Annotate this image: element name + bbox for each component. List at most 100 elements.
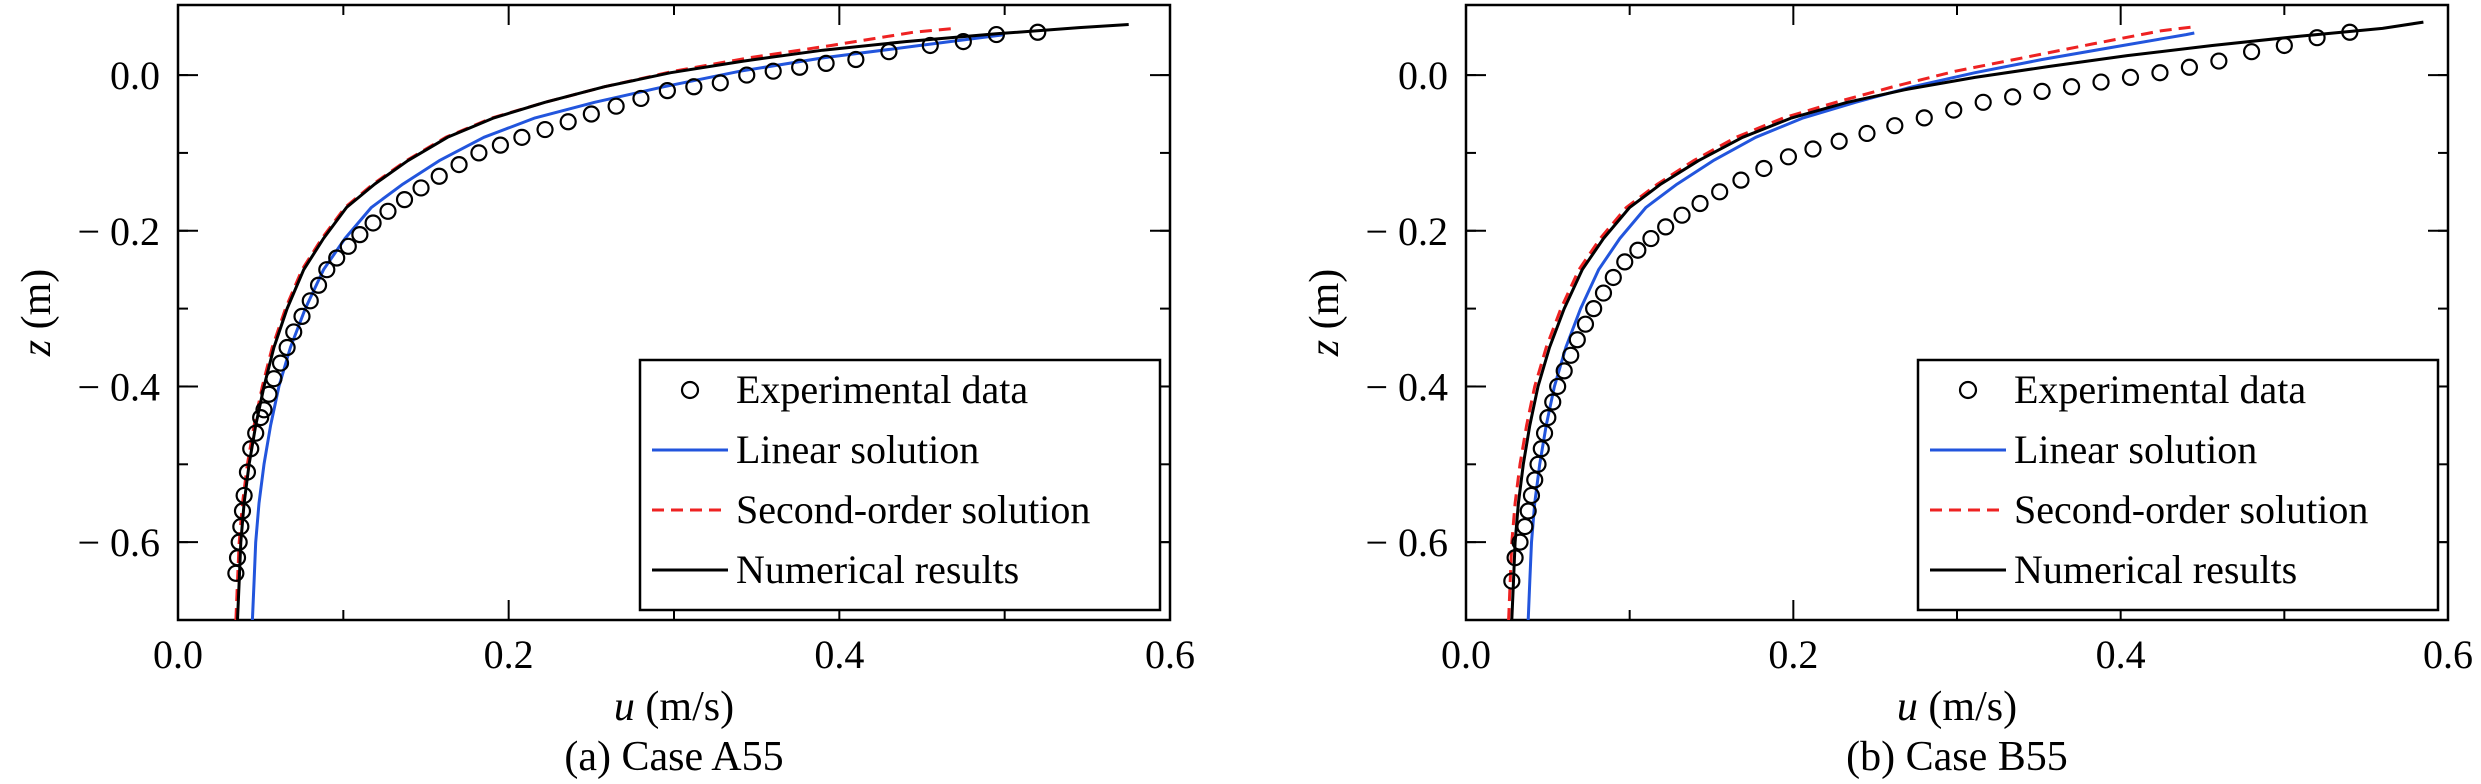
y-tick-label: − 0.2 xyxy=(77,209,160,254)
data-point xyxy=(764,62,782,80)
legend-label: Numerical results xyxy=(2014,547,2297,592)
y-axis-var: z xyxy=(14,340,60,357)
legend-entry: Numerical results xyxy=(1930,547,2297,592)
y-tick-label: − 0.6 xyxy=(77,520,160,565)
data-point xyxy=(2151,64,2169,82)
data-point xyxy=(271,354,290,372)
data-point xyxy=(278,338,296,357)
data-point xyxy=(711,74,729,92)
data-point xyxy=(1511,533,1529,551)
y-axis-unit: (m) xyxy=(1302,269,1348,340)
data-point xyxy=(2275,36,2293,55)
data-point xyxy=(1629,241,1647,259)
data-point xyxy=(1544,393,1562,411)
data-point xyxy=(238,463,257,481)
data-point xyxy=(260,385,278,403)
data-point xyxy=(412,179,430,197)
legend-entry: Numerical results xyxy=(652,547,1019,592)
data-point xyxy=(987,25,1006,44)
data-point xyxy=(1535,424,1554,442)
x-tick-label: 0.4 xyxy=(2096,632,2146,677)
data-point xyxy=(242,440,260,458)
data-point xyxy=(1858,124,1876,143)
legend: Experimental data Linear solution Second-o… xyxy=(638,358,1162,612)
plot-area xyxy=(227,23,1129,620)
data-point xyxy=(395,191,414,209)
data-point xyxy=(1804,140,1822,158)
data-point xyxy=(328,249,346,267)
data-point xyxy=(379,202,397,220)
x-tick-label: 0.4 xyxy=(814,632,864,677)
panel-case-b55: 0.0 0.2 0.4 0.6 0.0 − 0.2 − 0.4 − 0.6 u (m/s) z (… xyxy=(1302,3,2473,780)
y-tick-label: 0.0 xyxy=(1398,53,1448,98)
data-point xyxy=(339,237,357,255)
experimental-data-series xyxy=(227,23,1047,582)
data-point xyxy=(1974,93,1992,111)
panel-caption: (a) Case A55 xyxy=(564,734,783,780)
data-point xyxy=(1673,206,1691,224)
data-point xyxy=(513,128,531,146)
data-point xyxy=(1830,132,1848,150)
legend-marker-circle xyxy=(680,380,700,400)
data-point xyxy=(1691,194,1709,213)
legend-marker-circle xyxy=(1958,380,1978,400)
data-point xyxy=(1732,171,1750,189)
data-point xyxy=(1562,346,1580,364)
data-point xyxy=(364,214,382,232)
data-point xyxy=(921,36,939,55)
data-point xyxy=(255,401,273,419)
data-point xyxy=(1594,284,1613,302)
y-tick-label: − 0.2 xyxy=(1365,209,1448,254)
data-point xyxy=(252,408,270,427)
x-tick-label: 0.2 xyxy=(484,632,534,677)
panel-case-a55: 0.0 0.2 0.4 0.6 0.0 − 0.2 − 0.4 − 0.6 u (m/s) z (… xyxy=(14,3,1195,780)
legend-label: Experimental data xyxy=(2014,367,2306,412)
data-point xyxy=(2341,23,2359,41)
legend-label: Linear solution xyxy=(2014,427,2257,472)
linear-solution-line xyxy=(1526,31,2195,620)
legend-label: Second-order solution xyxy=(2014,487,2368,532)
experimental-data-series xyxy=(1503,23,2359,590)
data-point xyxy=(309,276,328,294)
data-point xyxy=(227,564,245,582)
numerical-results-line xyxy=(1510,20,2424,620)
data-point xyxy=(293,307,311,325)
data-point xyxy=(847,50,865,69)
data-point xyxy=(2121,68,2140,86)
data-point xyxy=(791,58,809,76)
x-tick-label: 0.0 xyxy=(153,632,203,677)
legend-entry: Linear solution xyxy=(1930,427,2257,472)
data-point xyxy=(2210,52,2228,70)
data-point xyxy=(1555,362,1573,380)
y-axis-var: z xyxy=(1302,340,1348,357)
data-point xyxy=(301,292,319,310)
data-point xyxy=(1585,300,1603,318)
data-point xyxy=(285,323,303,341)
data-point xyxy=(632,89,650,108)
data-point xyxy=(1616,253,1634,271)
x-tick-label: 0.2 xyxy=(1768,632,1818,677)
data-point xyxy=(470,144,488,162)
data-point xyxy=(582,105,600,123)
x-tick-label: 0.6 xyxy=(1145,632,1195,677)
data-point xyxy=(318,261,336,279)
data-point xyxy=(1526,471,1544,489)
legend-entry: Experimental data xyxy=(680,367,1028,412)
data-point xyxy=(1915,109,1933,127)
x-axis-label: u (m/s) xyxy=(614,684,734,730)
data-point xyxy=(1642,229,1660,248)
data-point xyxy=(738,66,756,84)
x-axis-unit: (m/s) xyxy=(635,684,734,730)
data-point xyxy=(536,120,554,139)
data-point xyxy=(607,97,625,115)
panel-caption: (b) Case B55 xyxy=(1846,734,2068,780)
data-point xyxy=(1549,377,1567,396)
data-point xyxy=(1576,315,1595,333)
second-order-solution-line xyxy=(1507,25,2195,620)
data-point xyxy=(1568,331,1586,349)
plot-area xyxy=(1503,20,2424,620)
data-point xyxy=(1657,218,1675,236)
data-point xyxy=(1945,101,1963,119)
data-point xyxy=(1886,117,1904,135)
